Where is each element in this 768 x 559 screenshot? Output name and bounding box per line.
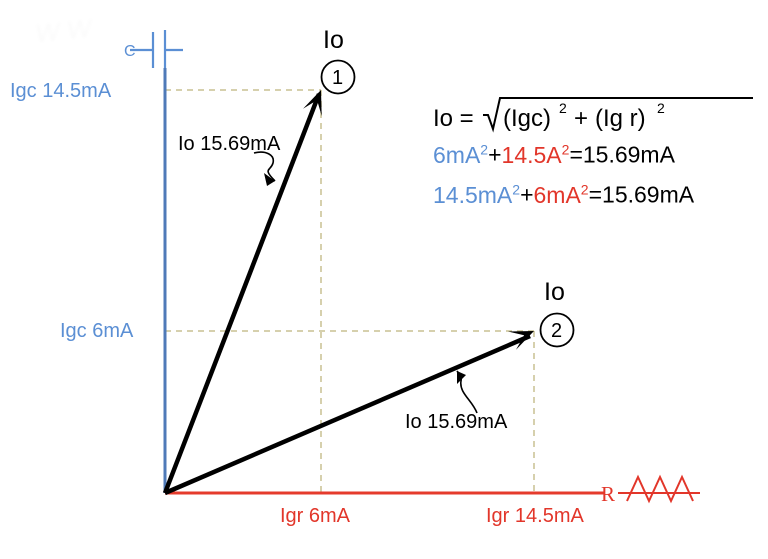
svg-text:Io 15.69mA: Io 15.69mA bbox=[405, 411, 508, 433]
svg-text:Igr 14.5mA: Igr 14.5mA bbox=[486, 505, 584, 527]
svg-text:Io: Io bbox=[544, 278, 565, 306]
svg-text:Io: Io bbox=[323, 26, 344, 54]
svg-text:Igr 6mA: Igr 6mA bbox=[280, 505, 351, 527]
svg-text:Io 15.69mA: Io 15.69mA bbox=[178, 133, 281, 155]
svg-text:R: R bbox=[601, 482, 615, 506]
svg-text:C: C bbox=[124, 43, 136, 60]
svg-text:1: 1 bbox=[332, 67, 343, 89]
svg-text:Igc 6mA: Igc 6mA bbox=[60, 320, 134, 342]
svg-text:Igc 14.5mA: Igc 14.5mA bbox=[10, 80, 112, 102]
svg-text:W W: W W bbox=[34, 13, 96, 49]
svg-text:2: 2 bbox=[551, 320, 562, 342]
